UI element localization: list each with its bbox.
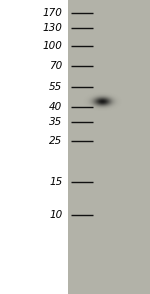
Text: 35: 35 [49, 117, 62, 127]
Bar [0, 0, 68, 294]
Text: 100: 100 [42, 41, 62, 51]
Text: 25: 25 [49, 136, 62, 146]
Text: 10: 10 [49, 210, 62, 220]
Text: 70: 70 [49, 61, 62, 71]
Text: 40: 40 [49, 102, 62, 112]
Bar [68, 0, 150, 294]
Text: 170: 170 [42, 8, 62, 18]
Text: 15: 15 [49, 177, 62, 187]
Text: 55: 55 [49, 82, 62, 92]
Text: 130: 130 [42, 23, 62, 33]
